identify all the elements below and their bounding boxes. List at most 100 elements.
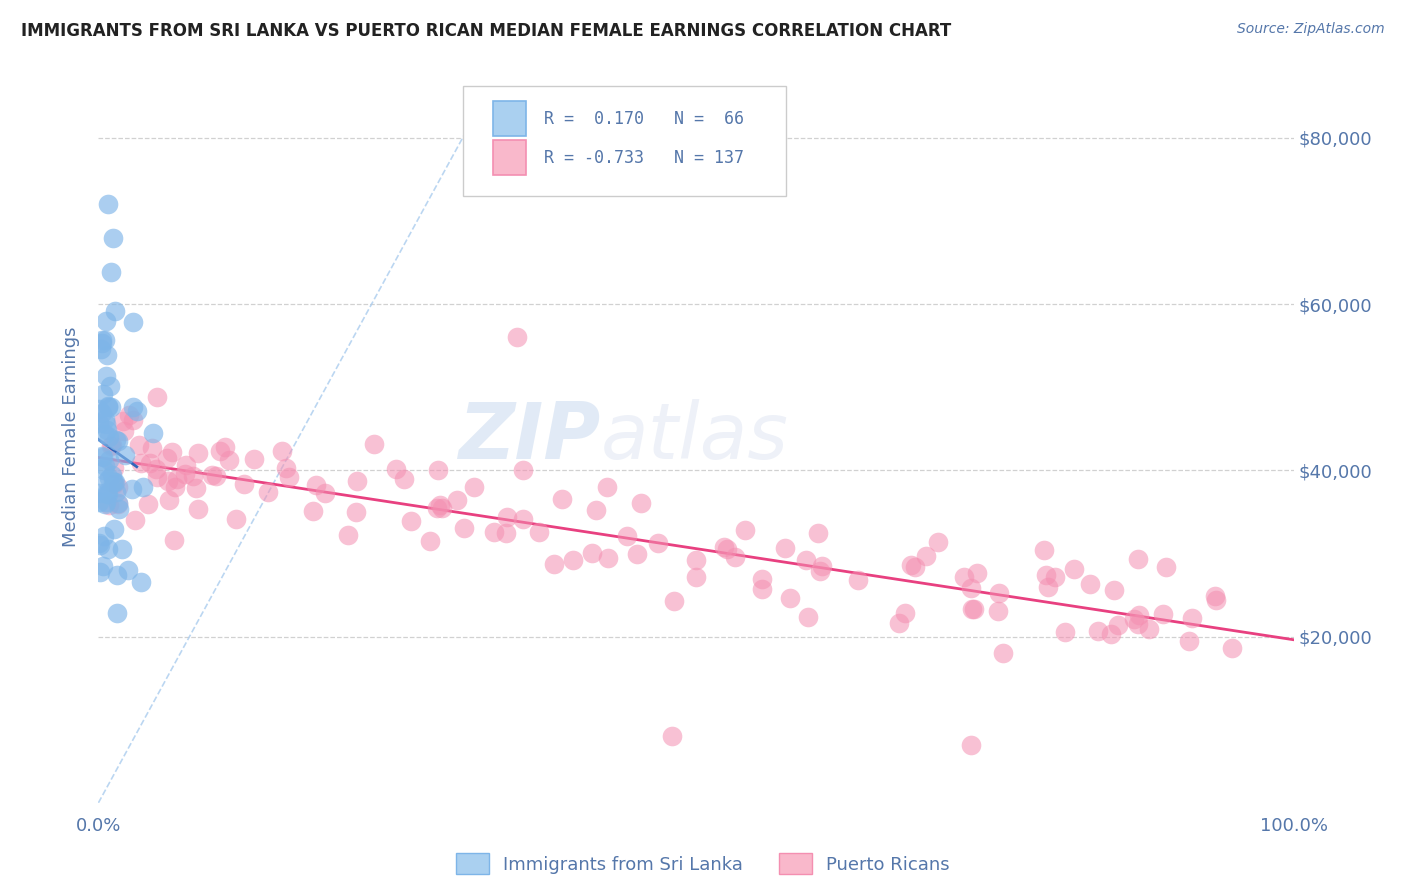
Point: [1128, 608, 1150, 623]
Point: [482, 525, 505, 540]
Point: [160, 445, 183, 459]
Point: [96, 495, 118, 509]
Point: [1126, 551, 1149, 566]
Point: [562, 553, 585, 567]
Point: [796, 609, 818, 624]
Point: [626, 548, 648, 562]
Point: [90, 335, 112, 350]
Point: [121, 400, 143, 414]
Point: [118, 408, 141, 422]
Point: [174, 467, 197, 482]
Point: [543, 558, 565, 572]
Point: [305, 477, 328, 491]
Point: [96, 424, 118, 438]
Legend: Immigrants from Sri Lanka, Puerto Ricans: Immigrants from Sri Lanka, Puerto Ricans: [457, 854, 949, 874]
Point: [426, 463, 449, 477]
Point: [664, 594, 686, 608]
Point: [426, 501, 449, 516]
Point: [550, 491, 572, 506]
Point: [647, 536, 669, 550]
Point: [89, 565, 111, 579]
Point: [527, 525, 550, 540]
Point: [141, 441, 163, 455]
Point: [336, 527, 359, 541]
Point: [314, 486, 336, 500]
Point: [111, 541, 134, 556]
Point: [98, 379, 121, 393]
Point: [91, 387, 114, 401]
Text: ZIP: ZIP: [458, 399, 600, 475]
Point: [122, 315, 145, 329]
Point: [91, 450, 114, 464]
Point: [496, 510, 519, 524]
Point: [107, 496, 129, 510]
Point: [89, 538, 111, 552]
Point: [104, 484, 127, 499]
Point: [96, 348, 118, 362]
Point: [132, 480, 155, 494]
FancyBboxPatch shape: [463, 86, 786, 195]
Point: [1035, 567, 1057, 582]
Point: [124, 513, 146, 527]
Point: [100, 400, 122, 414]
Point: [794, 553, 817, 567]
Point: [966, 566, 988, 580]
Point: [89, 486, 111, 500]
Point: [495, 525, 517, 540]
Point: [93, 463, 115, 477]
Point: [927, 535, 949, 549]
Point: [131, 575, 153, 590]
Point: [105, 607, 128, 621]
Point: [1204, 589, 1226, 603]
Text: IMMIGRANTS FROM SRI LANKA VS PUERTO RICAN MEDIAN FEMALE EARNINGS CORRELATION CHA: IMMIGRANTS FROM SRI LANKA VS PUERTO RICA…: [21, 22, 952, 40]
Point: [87, 416, 110, 430]
Point: [960, 738, 983, 752]
Point: [103, 460, 125, 475]
Point: [157, 493, 180, 508]
Point: [156, 474, 179, 488]
Point: [93, 529, 115, 543]
Point: [96, 487, 118, 501]
Point: [187, 502, 209, 516]
Point: [89, 495, 111, 509]
Point: [145, 462, 167, 476]
Point: [991, 646, 1014, 660]
Point: [87, 401, 110, 416]
Point: [894, 606, 917, 620]
Point: [962, 602, 984, 616]
Point: [346, 474, 368, 488]
Point: [960, 602, 983, 616]
Point: [463, 480, 485, 494]
Text: atlas: atlas: [600, 399, 789, 475]
Point: [97, 487, 120, 501]
Point: [105, 434, 128, 448]
Point: [512, 463, 534, 477]
Point: [419, 534, 441, 549]
Point: [107, 480, 129, 494]
Point: [243, 452, 266, 467]
Point: [915, 549, 938, 563]
Point: [117, 563, 139, 577]
Point: [363, 436, 385, 450]
Point: [100, 439, 122, 453]
Point: [346, 505, 368, 519]
Point: [807, 525, 830, 540]
Point: [181, 468, 204, 483]
Point: [257, 484, 280, 499]
Point: [105, 568, 128, 582]
Point: [1156, 559, 1178, 574]
Point: [176, 458, 198, 473]
Point: [98, 429, 121, 443]
Point: [104, 475, 127, 489]
Point: [93, 497, 115, 511]
Point: [734, 523, 756, 537]
Point: [98, 452, 121, 467]
Point: [97, 197, 120, 211]
Point: [186, 482, 208, 496]
Point: [112, 424, 135, 438]
Point: [751, 582, 773, 597]
Point: [1036, 580, 1059, 594]
Point: [904, 560, 927, 574]
Point: [94, 458, 117, 473]
Point: [616, 528, 638, 542]
